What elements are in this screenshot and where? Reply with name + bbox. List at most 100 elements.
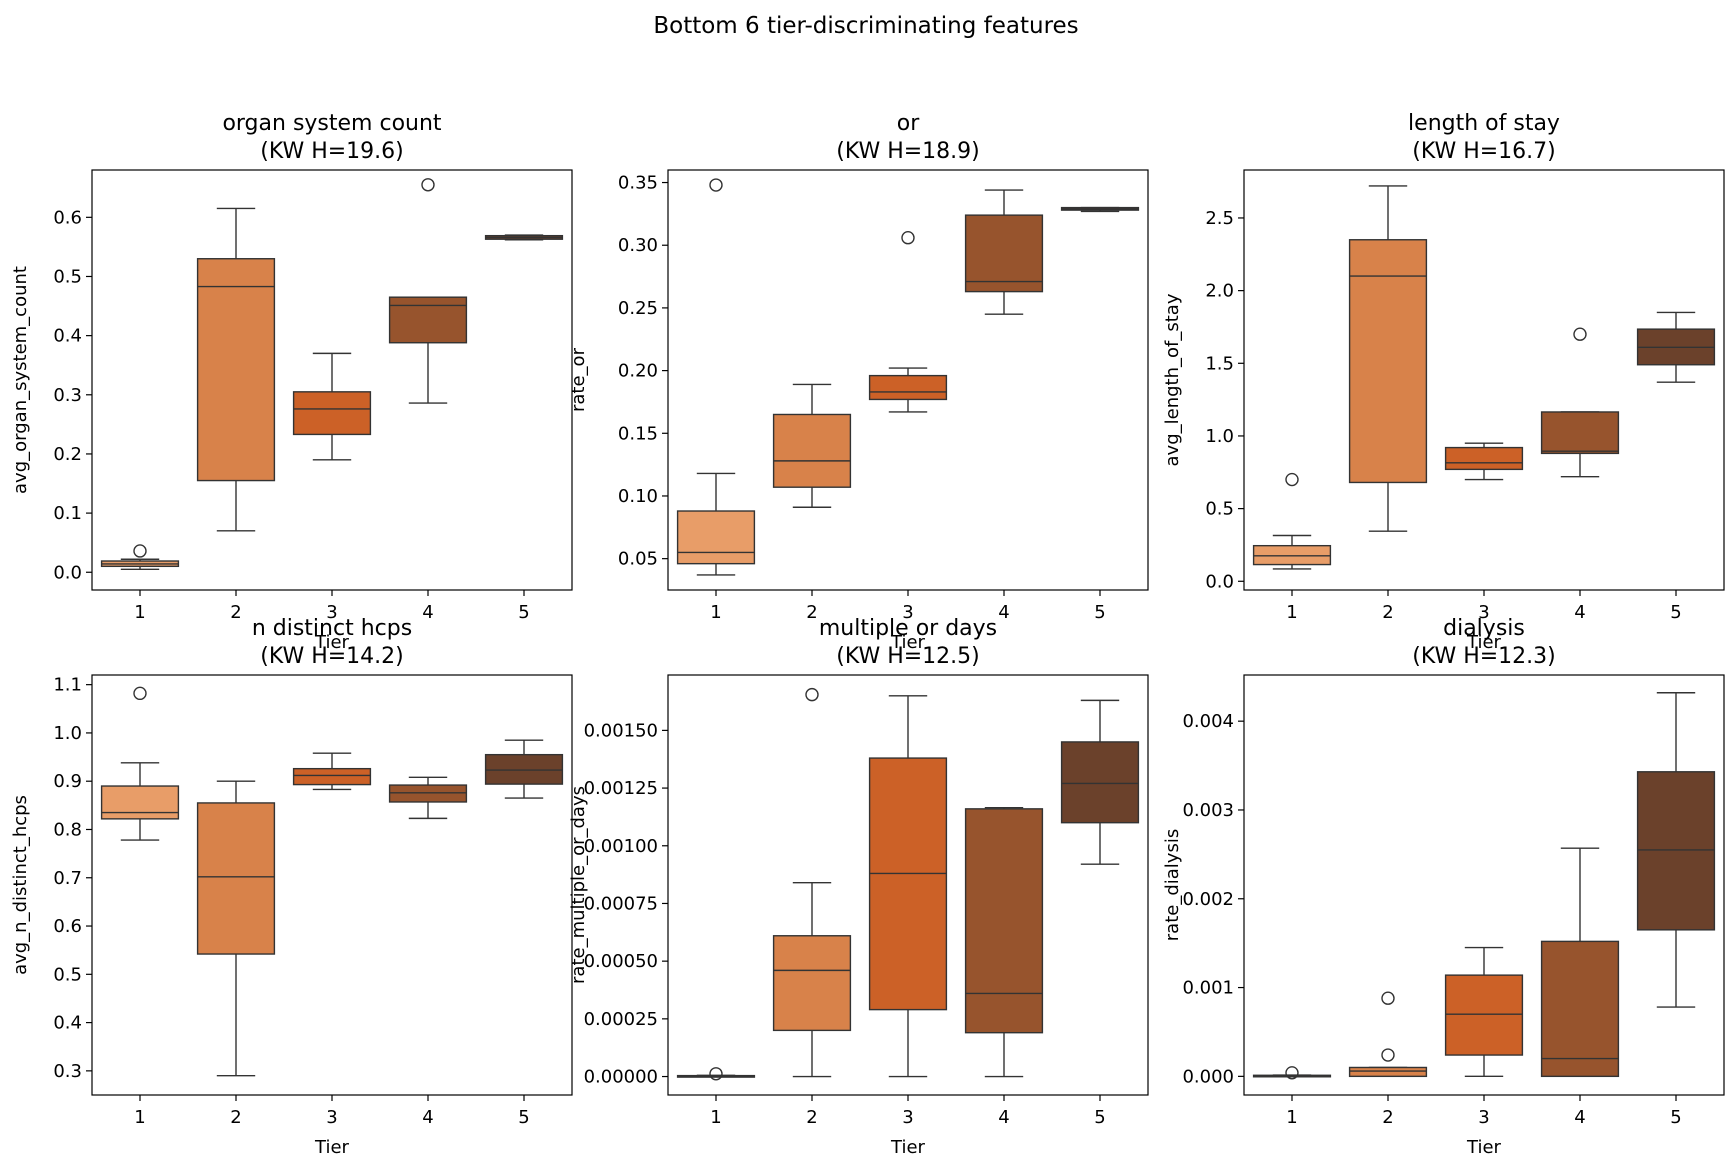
subplot-title-stat: (KW H=14.2) <box>260 644 404 669</box>
subplot-3: length of stay (KW H=16.7) 0.0 0.5 1.0 1.5 2.0… <box>1162 111 1725 653</box>
y-tick-label: 0.20 <box>618 361 658 382</box>
box-iqr <box>292 391 372 436</box>
box-tier-4 <box>964 806 1044 1078</box>
box-tier-3 <box>1444 442 1524 481</box>
subplot-title: length of stay <box>1408 111 1560 136</box>
box-iqr <box>1444 974 1524 1056</box>
subplot-title: multiple or days <box>819 616 997 641</box>
outlier-point <box>133 686 147 701</box>
y-tick-label: 0.002 <box>1182 889 1234 910</box>
x-axis-label: Tier <box>890 632 926 653</box>
y-axis-label: avg_n_distinct_hcps <box>10 795 31 975</box>
outlier-point <box>1381 1048 1395 1062</box>
x-tick-label: 5 <box>518 1107 529 1128</box>
box-tier-2 <box>196 780 276 1077</box>
outlier-point <box>1285 1066 1299 1080</box>
y-tick-label: 0.6 <box>53 916 82 937</box>
box-tier-2 <box>196 207 276 532</box>
box-tier-5 <box>1636 311 1716 383</box>
box-tier-4 <box>964 189 1044 315</box>
y-tick-label: 0.3 <box>53 385 82 406</box>
y-axis-label: avg_length_of_stay <box>1162 293 1183 466</box>
x-tick-label: 1 <box>710 1107 721 1128</box>
y-tick-label: 0.25 <box>618 298 658 319</box>
x-tick-label: 3 <box>902 602 913 623</box>
y-tick-label: 0.0 <box>1205 571 1234 592</box>
x-tick-label: 1 <box>1286 1107 1297 1128</box>
box-iqr <box>772 413 852 488</box>
box-iqr <box>676 510 756 565</box>
y-tick-label: 0.00050 <box>584 951 658 972</box>
box-tier-1 <box>676 1067 756 1081</box>
y-tick-label: 0.5 <box>53 266 82 287</box>
box-tier-1 <box>100 686 180 841</box>
y-tick-label: 0.000 <box>1182 1066 1234 1087</box>
y-axis-label: avg_organ_system_count <box>10 266 31 494</box>
box-tier-3 <box>868 695 948 1078</box>
y-tick-label: 0.5 <box>53 964 82 985</box>
x-axis-label: Tier <box>314 632 350 653</box>
subplot-6: dialysis (KW H=12.3) 0.000 0.001 0.002 0.003 0… <box>1162 616 1725 1158</box>
y-tick-label: 1.5 <box>1205 353 1234 374</box>
y-tick-label: 2.0 <box>1205 281 1234 302</box>
x-tick-label: 2 <box>806 1107 817 1128</box>
y-tick-label: 1.0 <box>1205 426 1234 447</box>
x-tick-label: 3 <box>326 1107 337 1128</box>
box-tier-1 <box>1252 1066 1332 1080</box>
box-tier-5 <box>1060 699 1140 865</box>
subplot-title-stat: (KW H=12.5) <box>836 644 980 669</box>
x-tick-label: 4 <box>998 1107 1009 1128</box>
x-tick-label: 4 <box>998 602 1009 623</box>
x-axis-label: Tier <box>1466 1137 1502 1158</box>
y-tick-label: 0.2 <box>53 444 82 465</box>
box-tier-5 <box>484 739 564 799</box>
box-tier-3 <box>292 352 372 461</box>
outlier-point <box>709 178 723 192</box>
subplot-2: or (KW H=18.9) 0.05 0.10 0.15 0.20 0.25 0.30 0.3… <box>568 111 1149 653</box>
box-tier-1 <box>100 544 180 570</box>
subplot-title-stat: (KW H=16.7) <box>1412 139 1556 164</box>
box-tier-4 <box>388 178 468 404</box>
outlier-point <box>709 1067 723 1081</box>
x-tick-label: 1 <box>134 602 145 623</box>
subplot-5: multiple or days (KW H=12.5) 0.00000 0.0002… <box>568 616 1149 1158</box>
box-tier-4 <box>388 776 468 820</box>
box-iqr <box>388 296 468 344</box>
x-tick-label: 3 <box>902 1107 913 1128</box>
y-tick-label: 0.00125 <box>584 778 658 799</box>
outlier-point <box>1285 472 1299 487</box>
y-tick-label: 2.5 <box>1205 208 1234 229</box>
x-tick-label: 4 <box>1574 602 1585 623</box>
y-tick-label: 1.1 <box>53 675 82 696</box>
figure-suptitle: Bottom 6 tier-discriminating features <box>653 13 1078 39</box>
y-tick-label: 0.4 <box>53 1013 82 1034</box>
x-tick-label: 1 <box>1286 602 1297 623</box>
outlier-point <box>1573 327 1587 341</box>
box-iqr <box>1060 741 1140 824</box>
box-tier-2 <box>1348 991 1428 1078</box>
box-tier-1 <box>676 178 756 576</box>
subplot-title-stat: (KW H=18.9) <box>836 139 980 164</box>
y-axis-label: rate_dialysis <box>1162 829 1183 941</box>
x-tick-label: 4 <box>422 602 433 623</box>
subplot-1: organ system count (KW H=19.6) 0.0 0.1 0.2 0.… <box>10 111 573 653</box>
x-tick-label: 3 <box>1478 1107 1489 1128</box>
x-axis-label: Tier <box>1466 632 1502 653</box>
x-tick-label: 2 <box>1382 1107 1393 1128</box>
box-iqr <box>1348 239 1428 484</box>
box-tier-4 <box>1540 327 1620 478</box>
outlier-point <box>805 687 819 702</box>
box-tier-5 <box>1636 692 1716 1008</box>
box-iqr <box>196 802 276 955</box>
outlier-point <box>133 544 147 558</box>
y-axis-label: rate_multiple_or_days <box>568 786 589 984</box>
x-tick-label: 1 <box>134 1107 145 1128</box>
y-tick-label: 0.15 <box>618 423 658 444</box>
box-iqr <box>100 785 180 820</box>
outlier-point <box>1381 991 1395 1005</box>
x-tick-label: 2 <box>230 602 241 623</box>
subplot-4: n distinct hcps (KW H=14.2) 0.3 0.4 0.5 0.6 0.… <box>10 616 573 1158</box>
y-tick-label: 0.1 <box>53 503 82 524</box>
y-tick-label: 0.30 <box>618 235 658 256</box>
y-tick-label: 0.00150 <box>584 720 658 741</box>
